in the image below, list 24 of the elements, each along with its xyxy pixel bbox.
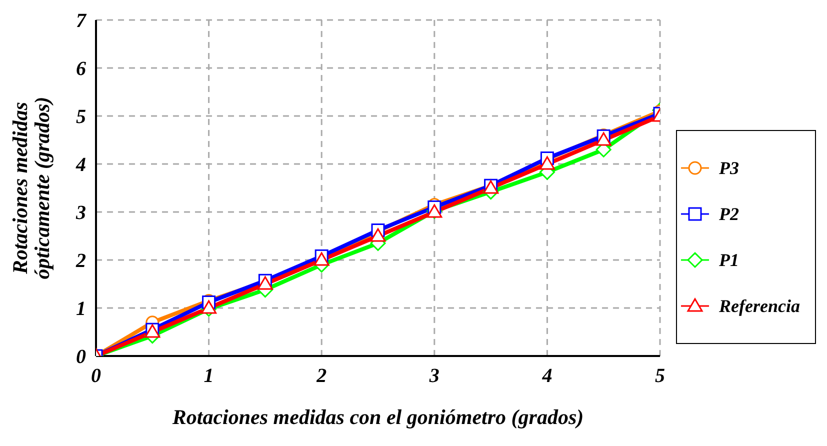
legend-label: P3: [719, 158, 739, 178]
y-tick-label: 6: [76, 58, 86, 80]
y-tick-label: 0: [76, 346, 86, 368]
legend-label: P2: [719, 204, 739, 224]
point: [370, 228, 386, 242]
y-tick-label: 5: [76, 106, 86, 128]
y-tick-label: 2: [75, 250, 86, 272]
x-tick-label: 4: [541, 365, 552, 388]
legend-label: P1: [719, 250, 739, 270]
point: [596, 132, 612, 146]
x-tick-label: 1: [204, 365, 214, 388]
x-tick-label: 5: [655, 365, 665, 388]
x-tick-label: 0: [91, 365, 101, 388]
y-tick-label: 3: [75, 202, 86, 224]
legend-label: Referencia: [719, 296, 800, 316]
x-axis-title: Rotaciones medidas con el goniómetro (grados): [171, 405, 584, 429]
y-axis-title: Rotaciones medidas ópticamente (grados): [8, 96, 54, 280]
y-tick-label: 4: [75, 154, 86, 176]
y-tick-label: 7: [76, 10, 87, 32]
x-tick-label: 3: [428, 365, 440, 388]
point: [539, 156, 555, 170]
point: [201, 300, 217, 314]
x-tick-label: 2: [316, 365, 327, 388]
y-tick-label: 1: [76, 298, 86, 320]
